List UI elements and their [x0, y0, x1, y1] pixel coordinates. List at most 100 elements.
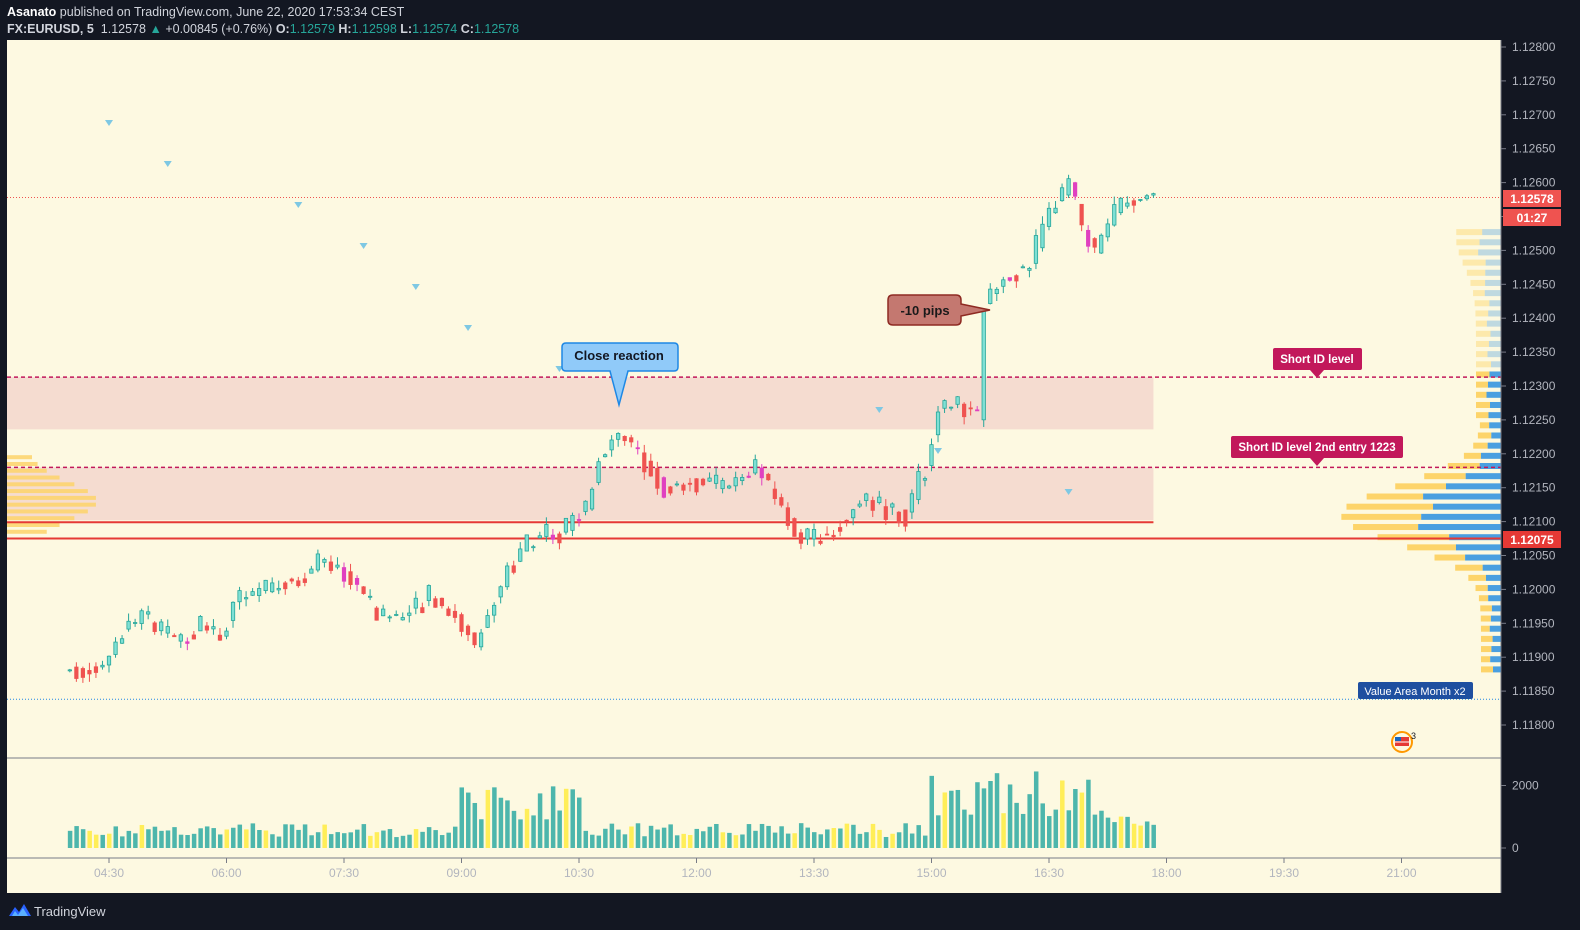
volume-bar [994, 773, 1000, 848]
price-tick-label: 1.11850 [1512, 684, 1555, 698]
left-profile-bar [7, 509, 88, 514]
volume-bar [1118, 816, 1124, 848]
profile-sell-bar [1490, 361, 1501, 368]
volume-bars [67, 771, 1156, 848]
volume-bar [1014, 802, 1019, 848]
volume-bar [93, 834, 99, 848]
candle-body [981, 310, 986, 421]
profile-buy-bar [1353, 524, 1419, 531]
volume-bar [805, 827, 810, 848]
volume-bar [798, 823, 804, 848]
candle-body [935, 411, 941, 436]
candle-body [838, 527, 843, 532]
candle-body [700, 478, 706, 486]
candle-body [289, 578, 294, 582]
profile-buy-bar [1480, 666, 1493, 673]
volume-bar [629, 826, 634, 848]
tradingview-logo-icon[interactable] [9, 903, 31, 917]
volume-bar [785, 833, 791, 848]
candle-body [811, 529, 817, 540]
time-tick-label: 09:00 [446, 866, 476, 880]
candle-body [492, 604, 497, 616]
volume-bar [883, 836, 889, 848]
symbol-legend[interactable]: FX:EURUSD, 5 1.12578 ▲ +0.00845 (+0.76%)… [7, 22, 519, 36]
volume-bar [740, 834, 745, 848]
candle-body [1131, 200, 1136, 206]
profile-buy-bar [1478, 595, 1489, 602]
profile-sell-bar [1486, 320, 1501, 327]
price-levels [7, 197, 1501, 700]
price-tick-label: 1.12250 [1512, 413, 1556, 427]
volume-bar [250, 823, 256, 848]
candle-body [420, 607, 425, 614]
candle-body [955, 396, 960, 405]
profile-sell-bar [1485, 269, 1501, 276]
candle-body [1151, 193, 1156, 196]
value-area-label[interactable]: Value Area Month x2 [1358, 682, 1473, 699]
profile-buy-bar [1475, 340, 1489, 347]
candle-body [263, 579, 268, 592]
candle-body [909, 493, 915, 513]
profile-buy-bar [1475, 320, 1487, 327]
symbol-name[interactable]: FX:EURUSD, 5 [7, 22, 94, 36]
volume-bar [727, 832, 732, 848]
short-id-level-2nd-text: Short ID level 2nd entry 1223 [1238, 442, 1395, 454]
candle-body [335, 564, 340, 568]
volume-bar [172, 827, 177, 848]
candle-body [563, 517, 569, 533]
volume-bar [355, 829, 360, 848]
volume-bar [518, 819, 523, 848]
fractal-down-marker [359, 243, 368, 249]
volume-bar [531, 815, 536, 848]
profile-buy-bar [1455, 564, 1483, 571]
volume-bar [498, 797, 504, 848]
candle-body [1112, 204, 1117, 226]
left-profile-bar [7, 516, 75, 521]
profile-buy-bar [1424, 473, 1466, 480]
price-candles[interactable] [67, 174, 1156, 683]
profile-sell-bar [1478, 249, 1501, 256]
volume-bar [707, 826, 713, 848]
profile-buy-bar [1475, 310, 1489, 317]
author-name[interactable]: Asanato [7, 5, 57, 19]
candle-body [511, 565, 516, 573]
candle-body [452, 610, 458, 618]
short-id-level-2nd-label[interactable]: Short ID level 2nd entry 1223 [1231, 436, 1403, 466]
candle-body [113, 641, 118, 655]
profile-sell-bar [1488, 595, 1501, 602]
candle-body [707, 477, 712, 482]
volume-bar [315, 832, 321, 848]
volume-bar [309, 835, 314, 848]
minus-10-pips-callout[interactable]: -10 pips [887, 294, 991, 326]
tradingview-brand[interactable]: TradingView [34, 904, 106, 919]
candle-body [518, 548, 523, 562]
volume-bar [949, 790, 954, 848]
volume-bar [922, 835, 928, 848]
candle-body [133, 622, 138, 624]
close-reaction-callout[interactable]: Close reaction [561, 342, 679, 408]
volume-bar [1007, 784, 1013, 848]
volume-bar [609, 823, 615, 848]
time-axis[interactable]: 04:30 06:00 07:30 09:00 10:30 12:00 13:30 15:00… [94, 858, 1417, 880]
volume-bar [766, 825, 771, 848]
candle-body [1073, 182, 1078, 197]
volume-bar [113, 826, 119, 848]
profile-buy-bar [1480, 646, 1492, 653]
short-id-level-label[interactable]: Short ID level [1273, 348, 1362, 378]
volume-bar [400, 835, 406, 848]
candle-body [570, 515, 575, 531]
fractal-down-marker [875, 407, 884, 413]
close-value: 1.12578 [473, 22, 520, 36]
price-axis[interactable]: 1.12800 1.12750 1.12700 1.12650 1.12600 1.125… [1501, 40, 1556, 732]
profile-buy-bar [1470, 279, 1486, 286]
volume-bar [674, 835, 680, 848]
candle-body [929, 444, 934, 466]
candle-body [603, 454, 608, 458]
profile-sell-bar [1493, 666, 1501, 673]
volume-bar [812, 832, 817, 848]
candle-body [524, 534, 529, 552]
candle-body [204, 625, 210, 631]
economic-events-icon[interactable]: 3 [1391, 731, 1416, 753]
candle-body [1007, 277, 1012, 281]
